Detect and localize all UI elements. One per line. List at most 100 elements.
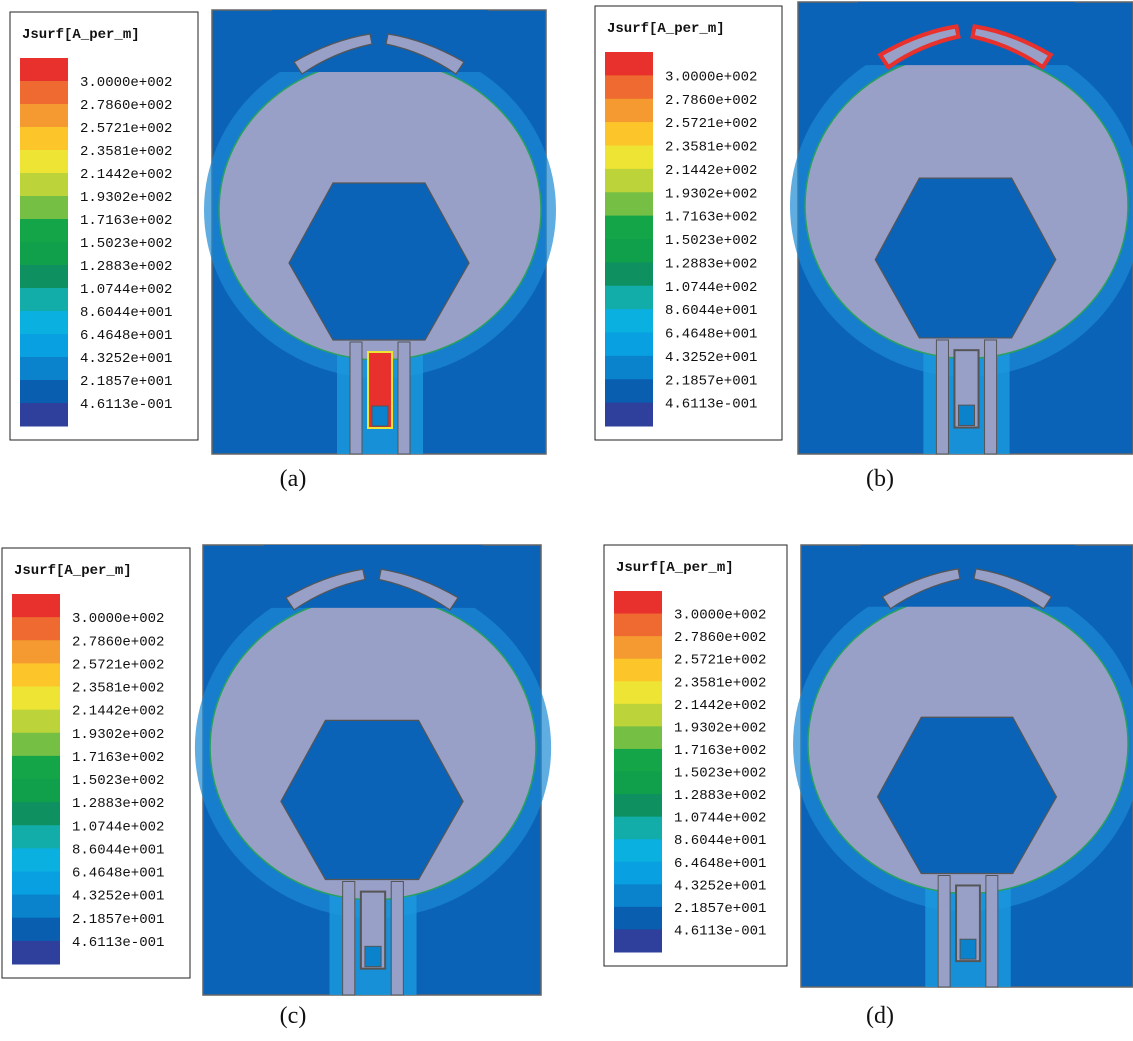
color-swatch bbox=[12, 894, 60, 919]
color-swatch bbox=[20, 380, 68, 404]
left-arc bbox=[877, 24, 961, 71]
legend-label: 1.0744e+002 bbox=[665, 280, 757, 296]
color-swatch bbox=[12, 663, 60, 687]
feed-port bbox=[364, 945, 382, 968]
feed-port bbox=[371, 405, 389, 427]
caption: (d) bbox=[866, 1003, 894, 1029]
color-swatch bbox=[614, 726, 662, 750]
legend-title: Jsurf[A_per_m] bbox=[616, 560, 734, 576]
legend-label: 4.6113e-001 bbox=[665, 397, 757, 413]
legend-label: 4.6113e-001 bbox=[674, 923, 766, 939]
color-swatch bbox=[20, 288, 68, 312]
legend-label: 4.6113e-001 bbox=[72, 935, 164, 951]
legend-label: 4.6113e-001 bbox=[80, 397, 172, 413]
legend-label: 3.0000e+002 bbox=[674, 608, 766, 624]
legend-label: 6.4648e+001 bbox=[72, 866, 164, 882]
color-swatch bbox=[614, 748, 662, 772]
legend-label: 1.0744e+002 bbox=[80, 282, 172, 298]
legend-label: 2.3581e+002 bbox=[72, 681, 164, 697]
color-swatch bbox=[12, 825, 60, 849]
legend-label: 8.6044e+001 bbox=[80, 305, 172, 321]
legend-label: 6.4648e+001 bbox=[674, 856, 766, 872]
legend-label: 2.1857e+001 bbox=[674, 901, 766, 917]
legend-label: 1.9302e+002 bbox=[80, 190, 172, 206]
color-swatch bbox=[614, 929, 662, 953]
legend-label: 2.5721e+002 bbox=[665, 116, 757, 132]
feed-right bbox=[397, 341, 411, 455]
color-swatch bbox=[20, 334, 68, 358]
legend-title: Jsurf[A_per_m] bbox=[607, 21, 725, 37]
color-swatch bbox=[605, 75, 653, 100]
feed-left bbox=[937, 875, 951, 988]
color-swatch bbox=[605, 52, 653, 76]
legend-label: 2.1857e+001 bbox=[80, 374, 172, 390]
right-arc bbox=[385, 33, 465, 75]
legend-title: Jsurf[A_per_m] bbox=[22, 27, 140, 43]
legend-label: 1.7163e+002 bbox=[80, 213, 172, 229]
color-swatch bbox=[605, 122, 653, 146]
color-swatch bbox=[605, 262, 653, 287]
color-swatch bbox=[12, 848, 60, 872]
color-swatch bbox=[12, 755, 60, 780]
color-swatch bbox=[20, 311, 68, 335]
legend-label: 8.6044e+001 bbox=[665, 303, 757, 319]
legend-label: 2.7860e+002 bbox=[665, 93, 757, 109]
color-swatch bbox=[20, 81, 68, 105]
legend-title: Jsurf[A_per_m] bbox=[14, 563, 132, 579]
legend-label: 2.1857e+001 bbox=[665, 373, 757, 389]
color-swatch bbox=[614, 861, 662, 885]
legend-label: 1.9302e+002 bbox=[665, 186, 757, 202]
hexagon-slot bbox=[280, 719, 464, 881]
color-swatch bbox=[605, 355, 653, 380]
color-swatch bbox=[12, 779, 60, 803]
color-swatch bbox=[614, 906, 662, 930]
color-swatch bbox=[614, 839, 662, 863]
color-swatch bbox=[12, 802, 60, 826]
legend-label: 1.0744e+002 bbox=[72, 819, 164, 835]
legend-label: 2.1857e+001 bbox=[72, 912, 164, 928]
color-swatch bbox=[614, 681, 662, 705]
color-swatch bbox=[12, 686, 60, 711]
left-arc bbox=[881, 568, 961, 610]
color-swatch bbox=[605, 309, 653, 333]
color-swatch bbox=[12, 917, 60, 942]
feed-right bbox=[985, 875, 999, 988]
caption: (a) bbox=[280, 466, 307, 492]
color-swatch bbox=[20, 196, 68, 220]
feed-right bbox=[984, 339, 998, 455]
color-swatch bbox=[20, 265, 68, 289]
color-swatch bbox=[20, 150, 68, 174]
feed-left bbox=[342, 880, 356, 996]
color-swatch bbox=[20, 173, 68, 197]
legend-label: 1.0744e+002 bbox=[674, 811, 766, 827]
legend-label: 1.2883e+002 bbox=[72, 796, 164, 812]
legend-label: 2.1442e+002 bbox=[72, 704, 164, 720]
color-swatch bbox=[12, 940, 60, 965]
color-swatch bbox=[614, 613, 662, 637]
legend-label: 1.7163e+002 bbox=[72, 750, 164, 766]
feed-port bbox=[959, 938, 977, 960]
legend-label: 1.7163e+002 bbox=[665, 210, 757, 226]
color-swatch bbox=[20, 219, 68, 243]
feed-left bbox=[935, 339, 949, 455]
legend-label: 1.7163e+002 bbox=[674, 743, 766, 759]
color-swatch bbox=[20, 403, 68, 427]
current-distribution-image bbox=[790, 1, 1133, 455]
color-swatch bbox=[614, 884, 662, 908]
right-arc bbox=[970, 24, 1054, 71]
legend-label: 1.9302e+002 bbox=[72, 727, 164, 743]
legend-label: 6.4648e+001 bbox=[80, 328, 172, 344]
legend-label: 1.2883e+002 bbox=[665, 256, 757, 272]
legend-label: 3.0000e+002 bbox=[80, 75, 172, 91]
color-swatch bbox=[614, 771, 662, 795]
color-swatch bbox=[12, 709, 60, 734]
color-swatch bbox=[614, 591, 662, 615]
current-distribution-image bbox=[793, 544, 1133, 988]
left-arc bbox=[293, 33, 373, 75]
legend-label: 1.5023e+002 bbox=[80, 236, 172, 252]
caption: (c) bbox=[280, 1003, 307, 1029]
legend-label: 2.1442e+002 bbox=[674, 698, 766, 714]
color-swatch bbox=[605, 285, 653, 310]
color-swatch bbox=[605, 215, 653, 240]
legend-label: 4.3252e+001 bbox=[665, 350, 757, 366]
